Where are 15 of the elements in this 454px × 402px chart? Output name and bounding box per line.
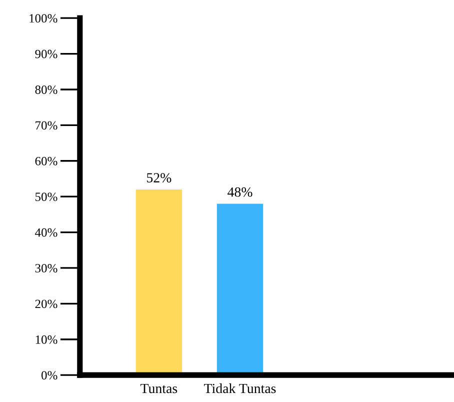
- y-tick-label: 70%: [36, 121, 58, 130]
- y-tick-label: 0%: [41, 371, 58, 380]
- data-label: 48%: [228, 187, 252, 197]
- y-tick-label: 30%: [35, 264, 58, 272]
- y-tick-label: 80%: [35, 86, 58, 94]
- y-tick-label: 10%: [36, 335, 58, 344]
- y-tick-label: 90%: [35, 50, 58, 58]
- y-tick-label: 40%: [35, 228, 58, 237]
- y-tick-label: 60%: [35, 156, 58, 166]
- y-tick-label: 20%: [35, 300, 58, 308]
- y-tick-label: 100%: [30, 14, 58, 23]
- data-label: 52%: [147, 173, 172, 182]
- y-tick-label: 50%: [35, 192, 58, 202]
- x-tick-label: Tuntas: [140, 384, 178, 394]
- x-tick-label: Tidak Tuntas: [204, 383, 276, 394]
